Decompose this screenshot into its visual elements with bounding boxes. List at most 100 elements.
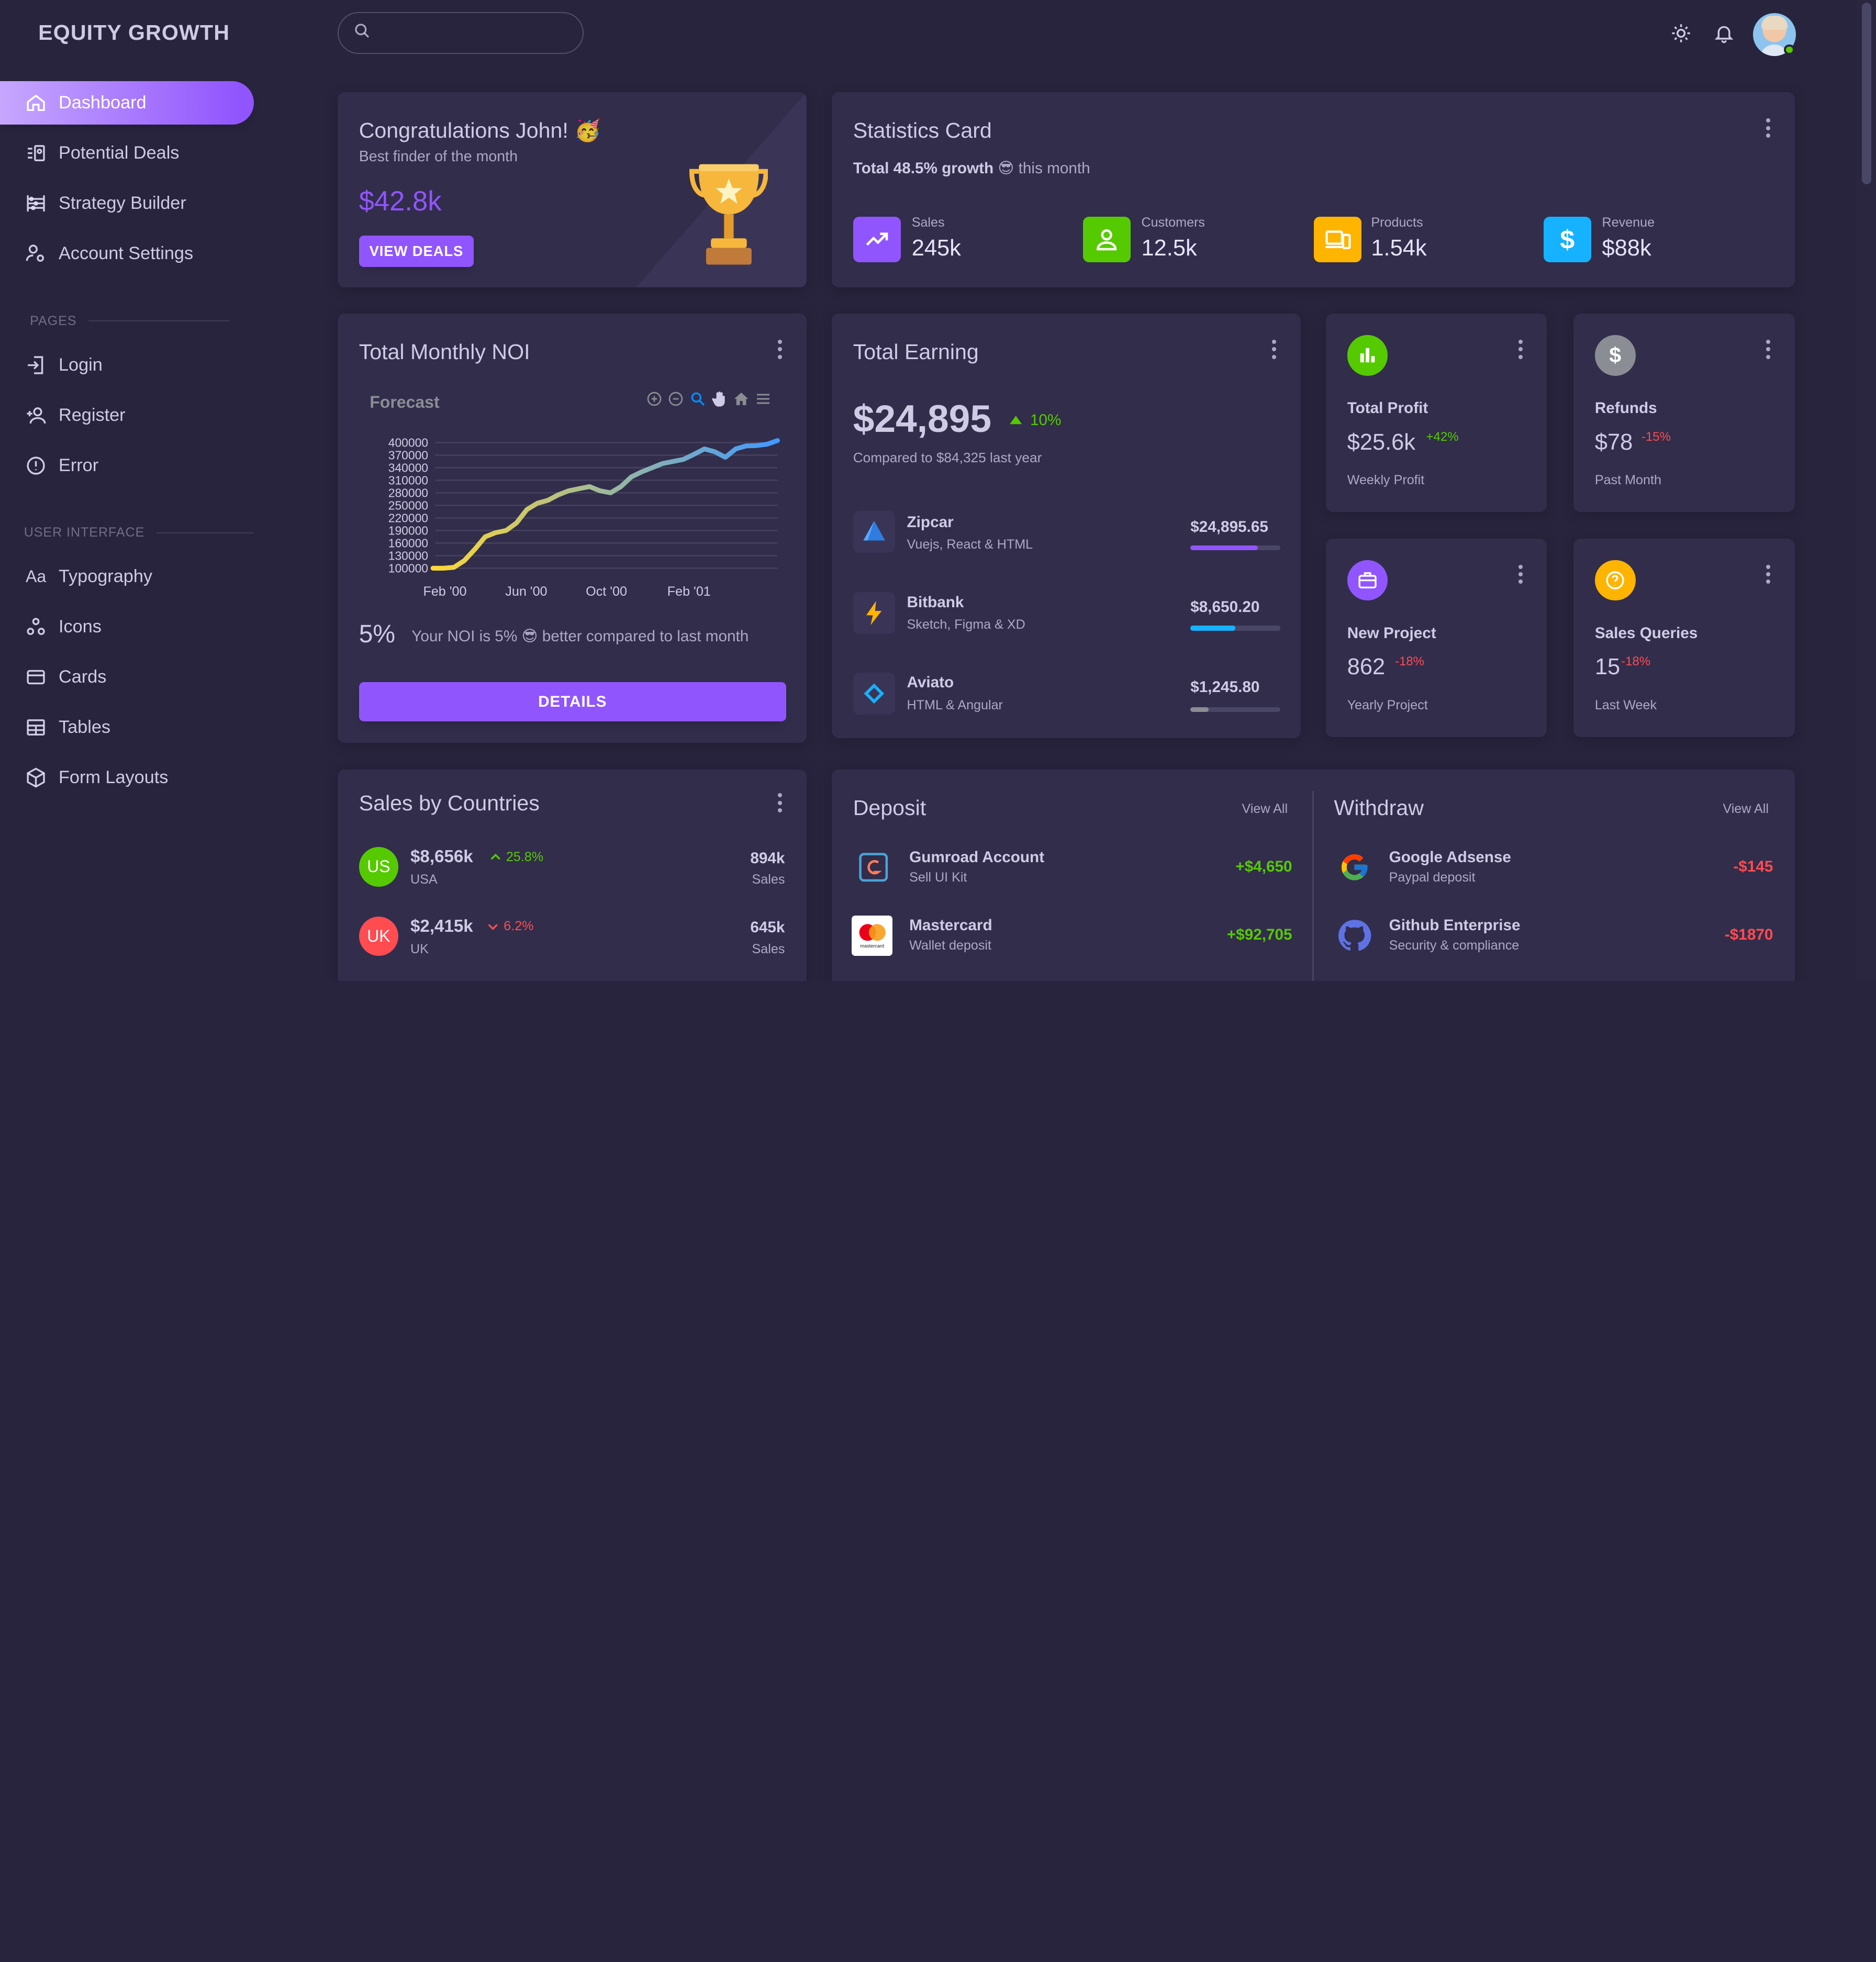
mini-caption: Weekly Profit bbox=[1347, 472, 1425, 487]
earning-compare: Compared to $84,325 last year bbox=[853, 450, 1042, 466]
statistics-title: Statistics Card bbox=[853, 118, 992, 143]
mini-caption: Yearly Project bbox=[1347, 697, 1428, 712]
sidebar-item-register[interactable]: Register bbox=[0, 394, 254, 437]
sidebar-item-strategy-builder[interactable]: Strategy Builder bbox=[0, 182, 254, 225]
withdraw-view-all-link[interactable]: View All bbox=[1723, 801, 1769, 817]
y-tick-label: 220000 bbox=[388, 511, 428, 525]
noi-title: Total Monthly NOI bbox=[359, 340, 530, 364]
growth-bold: Total 48.5% growth bbox=[853, 159, 994, 177]
y-tick-label: 250000 bbox=[388, 499, 428, 512]
sidebar-item-typography[interactable]: Aa Typography bbox=[0, 555, 254, 598]
sidebar-item-form-layouts[interactable]: Form Layouts bbox=[0, 756, 254, 799]
forecast-series-line[interactable] bbox=[430, 438, 780, 571]
scrollbar-thumb[interactable] bbox=[1861, 2, 1871, 184]
stat-value-products: 1.54k bbox=[1371, 236, 1427, 261]
sidebar-item-label: Cards bbox=[58, 667, 107, 687]
sidebar-item-label: Login bbox=[58, 354, 103, 375]
sidebar-item-tables[interactable]: Tables bbox=[0, 706, 254, 749]
sidebar-item-label: Error bbox=[58, 455, 99, 475]
noi-note: Your NOI is 5% 😎 better compared to last… bbox=[411, 627, 749, 645]
earning-progress bbox=[1190, 626, 1280, 631]
more-vertical-icon[interactable] bbox=[1766, 118, 1771, 138]
section-title-pages: PAGES bbox=[0, 314, 230, 329]
statistics-growth: Total 48.5% growth 😎 this month bbox=[853, 159, 1090, 177]
withdraw-title: Withdraw bbox=[1334, 795, 1424, 820]
withdraw-item-sub: Security & compliance bbox=[1389, 938, 1520, 953]
account-outline-icon bbox=[1082, 216, 1131, 262]
sidebar-item-label: Potential Deals bbox=[58, 143, 180, 163]
sidebar-item-account-settings[interactable]: Account Settings bbox=[0, 232, 254, 275]
mastercard-logo-text: mastercard bbox=[860, 943, 885, 949]
reset-home-icon[interactable] bbox=[732, 390, 750, 412]
total-earning-card: Total Earning $24,895 10% Compared to $8… bbox=[831, 313, 1301, 739]
sidebar-item-icons[interactable]: Icons bbox=[0, 606, 254, 649]
chart-menu-icon[interactable] bbox=[755, 390, 772, 412]
mini-value: $25.6k bbox=[1347, 429, 1416, 455]
brand-title[interactable]: EQUITY GROWTH bbox=[38, 20, 230, 44]
zoom-in-icon[interactable] bbox=[646, 390, 663, 412]
more-vertical-icon[interactable] bbox=[1766, 340, 1771, 359]
mini-title: New Project bbox=[1347, 625, 1436, 642]
growth-rest: 😎 this month bbox=[998, 159, 1090, 177]
theme-toggle-sun-icon[interactable] bbox=[1668, 20, 1694, 47]
deposit-withdraw-card: Deposit View All Gumroad Account Sell UI… bbox=[831, 769, 1795, 982]
selection-zoom-icon[interactable] bbox=[689, 390, 706, 412]
congrats-card: Congratulations John! 🥳 Best finder of t… bbox=[337, 92, 807, 287]
withdraw-item-name: Google Adsense bbox=[1389, 848, 1511, 866]
congrats-amount: $42.8k bbox=[359, 186, 442, 217]
mini-caption: Last Week bbox=[1594, 697, 1657, 712]
cube-icon bbox=[24, 766, 48, 790]
pan-hand-icon[interactable] bbox=[711, 390, 728, 412]
mini-title: Refunds bbox=[1594, 399, 1657, 417]
more-vertical-icon[interactable] bbox=[1766, 564, 1771, 584]
noi-percent: 5% bbox=[359, 620, 396, 648]
more-vertical-icon[interactable] bbox=[1272, 340, 1277, 359]
mini-title: Sales Queries bbox=[1594, 625, 1698, 642]
sidebar-item-potential-deals[interactable]: Potential Deals bbox=[0, 131, 254, 174]
country-avatar: UK bbox=[359, 916, 399, 956]
view-deals-button[interactable]: VIEW DEALS bbox=[359, 236, 474, 267]
credit-card-icon bbox=[24, 665, 48, 689]
earning-change: 10% bbox=[1009, 411, 1061, 429]
deposit-view-all-link[interactable]: View All bbox=[1242, 801, 1288, 817]
zoom-out-icon[interactable] bbox=[667, 390, 684, 412]
page-scrollbar[interactable] bbox=[1857, 0, 1876, 982]
earning-item-amount: $8,650.20 bbox=[1190, 598, 1260, 616]
y-tick-label: 400000 bbox=[388, 436, 428, 450]
app-root: EQUITY GROWTH Dashboard Potential Deals … bbox=[0, 0, 1876, 981]
y-tick-label: 100000 bbox=[388, 562, 428, 575]
abacus-icon bbox=[24, 192, 48, 216]
country-change-value: 25.8% bbox=[506, 849, 544, 864]
stat-label-products: Products bbox=[1371, 215, 1423, 230]
more-vertical-icon[interactable] bbox=[1518, 564, 1523, 584]
countries-title: Sales by Countries bbox=[359, 790, 540, 815]
deposit-title: Deposit bbox=[853, 795, 926, 820]
earning-item-name: Zipcar bbox=[907, 513, 954, 531]
more-vertical-icon[interactable] bbox=[1518, 340, 1523, 359]
more-vertical-icon[interactable] bbox=[778, 793, 783, 812]
earning-item-amount: $24,895.65 bbox=[1190, 518, 1268, 536]
country-avatar: US bbox=[359, 847, 399, 887]
deposit-item-amount: +$4,650 bbox=[1235, 857, 1292, 875]
x-tick-label: Feb '01 bbox=[667, 584, 711, 599]
deposit-item-sub: Sell UI Kit bbox=[909, 869, 967, 885]
noi-line-chart[interactable]: 4000003700003400003100002800002500002200… bbox=[361, 428, 792, 605]
congrats-subtitle: Best finder of the month bbox=[359, 148, 518, 165]
bell-icon[interactable] bbox=[1711, 20, 1737, 47]
sidebar-item-cards[interactable]: Cards bbox=[0, 656, 254, 699]
earning-amount: $24,895 bbox=[853, 397, 992, 440]
more-vertical-icon[interactable] bbox=[778, 340, 783, 359]
mini-change: -18% bbox=[1621, 654, 1651, 669]
total-profit-card: Total Profit $25.6k +42% Weekly Profit bbox=[1325, 313, 1547, 512]
avatar[interactable] bbox=[1752, 13, 1796, 57]
refunds-card: $ Refunds $78 -15% Past Month bbox=[1573, 313, 1795, 512]
sidebar-item-dashboard[interactable]: Dashboard bbox=[0, 81, 254, 125]
bitbank-logo-icon bbox=[853, 592, 895, 634]
deposit-item-amount: +$92,705 bbox=[1226, 926, 1292, 944]
details-button[interactable]: DETAILS bbox=[359, 682, 786, 722]
sidebar-item-error[interactable]: Error bbox=[0, 444, 254, 487]
sidebar-item-login[interactable]: Login bbox=[0, 343, 254, 386]
search-input[interactable] bbox=[337, 12, 584, 54]
github-logo-icon bbox=[1334, 916, 1375, 956]
earning-item-sub: HTML & Angular bbox=[907, 697, 1003, 712]
